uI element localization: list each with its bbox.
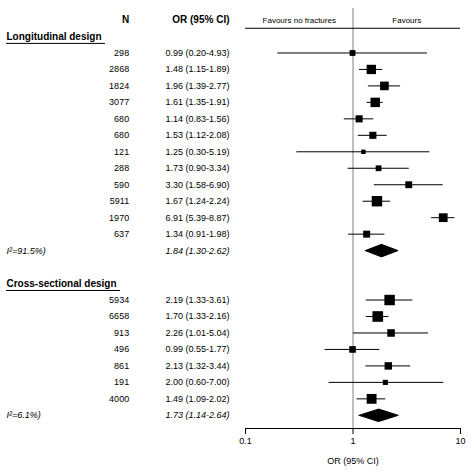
svg-text:2.19 (1.33-3.61): 2.19 (1.33-3.61) bbox=[165, 295, 229, 305]
svg-text:OR (95% CI): OR (95% CI) bbox=[327, 456, 379, 466]
svg-text:191: 191 bbox=[114, 377, 129, 387]
svg-text:288: 288 bbox=[114, 163, 129, 173]
svg-text:590: 590 bbox=[114, 180, 129, 190]
svg-text:3077: 3077 bbox=[109, 97, 129, 107]
svg-text:1.14 (0.83-1.56): 1.14 (0.83-1.56) bbox=[165, 114, 229, 124]
svg-text:0.1: 0.1 bbox=[239, 436, 252, 446]
svg-text:2.13 (1.32-3.44): 2.13 (1.32-3.44) bbox=[165, 361, 229, 371]
svg-text:1970: 1970 bbox=[109, 213, 129, 223]
svg-text:637: 637 bbox=[114, 229, 129, 239]
svg-text:OR (95% CI): OR (95% CI) bbox=[172, 14, 229, 25]
svg-text:121: 121 bbox=[114, 147, 129, 157]
svg-text:913: 913 bbox=[114, 328, 129, 338]
svg-text:1.49 (1.09-2.02): 1.49 (1.09-2.02) bbox=[165, 394, 229, 404]
svg-text:Favours no fractures: Favours no fractures bbox=[263, 16, 336, 25]
svg-text:Favours: Favours bbox=[392, 16, 421, 25]
svg-text:I²=6.1%): I²=6.1%) bbox=[7, 410, 41, 420]
svg-text:0.99 (0.55-1.77): 0.99 (0.55-1.77) bbox=[165, 344, 229, 354]
svg-text:1.96 (1.39-2.77): 1.96 (1.39-2.77) bbox=[165, 81, 229, 91]
svg-text:1.73 (1.14-2.64): 1.73 (1.14-2.64) bbox=[165, 410, 229, 420]
svg-text:0.99 (0.20-4.93): 0.99 (0.20-4.93) bbox=[165, 48, 229, 58]
svg-text:298: 298 bbox=[114, 48, 129, 58]
svg-text:861: 861 bbox=[114, 361, 129, 371]
svg-text:10: 10 bbox=[455, 436, 465, 446]
svg-text:2868: 2868 bbox=[109, 64, 129, 74]
svg-text:1.34 (0.91-1.98): 1.34 (0.91-1.98) bbox=[165, 229, 229, 239]
svg-text:6.91 (5.39-8.87): 6.91 (5.39-8.87) bbox=[165, 213, 229, 223]
svg-text:680: 680 bbox=[114, 114, 129, 124]
svg-text:1: 1 bbox=[350, 436, 355, 446]
svg-text:1.84 (1.30-2.62): 1.84 (1.30-2.62) bbox=[165, 245, 229, 255]
svg-text:3.30 (1.58-6.90): 3.30 (1.58-6.90) bbox=[165, 180, 229, 190]
svg-text:1824: 1824 bbox=[109, 81, 129, 91]
svg-text:1.61 (1.35-1.91): 1.61 (1.35-1.91) bbox=[165, 97, 229, 107]
svg-text:5934: 5934 bbox=[109, 295, 129, 305]
svg-text:Cross-sectional design: Cross-sectional design bbox=[7, 278, 117, 289]
svg-text:2.26 (1.01-5.04): 2.26 (1.01-5.04) bbox=[165, 328, 229, 338]
svg-text:Longitudinal design: Longitudinal design bbox=[7, 31, 102, 42]
svg-text:4000: 4000 bbox=[109, 394, 129, 404]
svg-text:1.70 (1.33-2.16): 1.70 (1.33-2.16) bbox=[165, 311, 229, 321]
svg-text:N: N bbox=[122, 14, 129, 25]
svg-text:6658: 6658 bbox=[109, 311, 129, 321]
svg-text:1.67 (1.24-2.24): 1.67 (1.24-2.24) bbox=[165, 196, 229, 206]
svg-text:1.53 (1.12-2.08): 1.53 (1.12-2.08) bbox=[165, 130, 229, 140]
svg-text:2.00 (0.60-7.00): 2.00 (0.60-7.00) bbox=[165, 377, 229, 387]
svg-text:680: 680 bbox=[114, 130, 129, 140]
svg-text:1.25 (0.30-5.19): 1.25 (0.30-5.19) bbox=[165, 147, 229, 157]
svg-text:I²=91.5%): I²=91.5%) bbox=[7, 245, 46, 255]
svg-text:5911: 5911 bbox=[110, 196, 129, 206]
svg-text:496: 496 bbox=[114, 344, 129, 354]
svg-text:1.48 (1.15-1.89): 1.48 (1.15-1.89) bbox=[165, 64, 229, 74]
svg-text:1.73 (0.90-3.34): 1.73 (0.90-3.34) bbox=[165, 163, 229, 173]
